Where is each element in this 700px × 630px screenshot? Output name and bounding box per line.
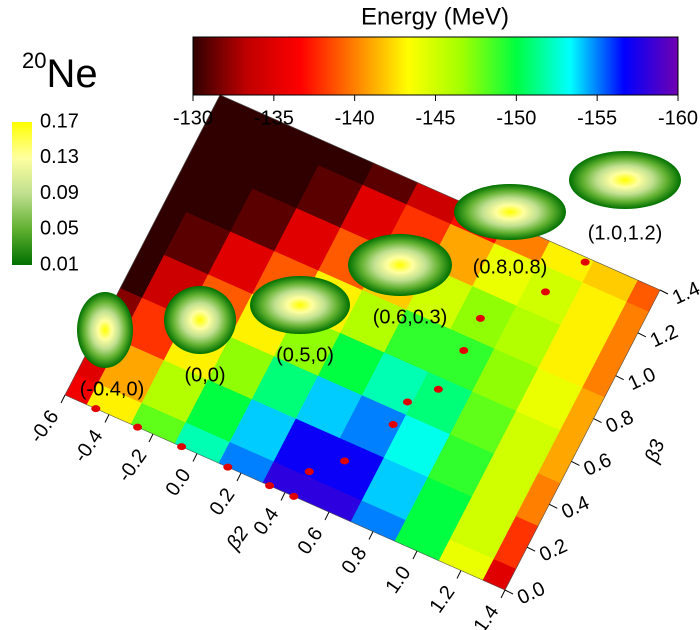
colorbar-tick-label: -140 [335,107,375,129]
shape-label: (0.5,0) [276,344,334,366]
path-point [265,482,274,489]
path-point [305,468,314,475]
shape-label: (1.0,1.2) [588,222,662,244]
x-tick-label: -0.2 [114,445,152,486]
x-tick [193,454,197,462]
density-shape [164,286,236,354]
y-tick [571,461,579,465]
y-tick-label: 0.8 [603,406,638,438]
x-tick-label: 0.8 [337,543,371,578]
y-tick-label: 1.0 [625,363,660,395]
colorbar-tick-label: -150 [496,107,536,129]
colorbar-tick-label: 0.05 [40,218,79,240]
colorbar-tick-label: -160 [658,107,698,129]
colorbar-tick-label: -135 [254,107,294,129]
y-axis-label: β3 [641,437,670,467]
y-tick-label: 0.6 [580,449,615,481]
density-shape [454,184,566,240]
y-tick [505,590,513,594]
chart: Energy (MeV) 20Ne -0.6-0.4-0.2 0.0 0.2 0.4 0… [0,0,700,630]
shape-label: (0.8,0.8) [473,256,547,278]
y-tick [616,376,624,380]
colorbar-tick-label: 0.13 [40,146,79,168]
path-point [177,443,186,450]
path-point [581,259,590,266]
energy-colorbar [193,37,678,95]
y-tick-label: 0.4 [558,492,593,524]
density-shape [77,292,133,368]
x-tick [237,473,241,481]
x-tick-label: -0.4 [70,426,108,467]
x-tick-label: 0.4 [249,504,283,539]
path-point [133,424,142,431]
colorbar-tick-label: 0.09 [40,182,79,204]
x-tick-label: 0.6 [293,523,327,558]
x-tick [369,532,373,540]
y-tick [660,290,668,294]
path-point [434,386,443,393]
x-axis-label: β2 [222,523,254,555]
density-shape [348,234,452,296]
x-tick [501,590,505,598]
y-tick [594,419,602,423]
x-tick [61,395,65,403]
colorbar-tick-label: 0.01 [40,253,79,275]
path-point [459,347,468,354]
x-tick [413,551,417,559]
x-tick-label: 0.0 [161,465,195,500]
element-symbol: Ne [46,52,97,96]
x-tick-label: -0.6 [26,406,64,447]
y-tick-label: 0.0 [514,578,549,610]
density-shape [250,276,350,334]
x-tick-label: 1.4 [469,601,503,630]
y-tick-label: 0.2 [536,535,571,567]
x-tick-label: 0.2 [205,484,239,519]
y-tick [527,547,535,551]
y-tick [549,504,557,508]
colorbar-tick-label: -155 [577,107,617,129]
shape-label: (-0.4,0) [80,378,144,400]
x-tick [105,415,109,423]
y-tick-label: 1.4 [669,278,700,310]
x-tick-label: 1.2 [425,582,459,617]
x-tick [457,571,461,579]
colorbar-tick-label: -145 [415,107,455,129]
path-point [541,288,550,295]
path-point [389,421,398,428]
shape-label: (0.6,0.3) [373,306,447,328]
path-point [340,457,349,464]
mass-number: 20 [22,48,46,73]
path-point [91,405,100,412]
energy-colorbar-label: Energy (MeV) [361,3,509,30]
y-tick [638,333,646,337]
x-tick [281,493,285,501]
nucleus-label: 20Ne [22,48,98,96]
path-point [223,464,232,471]
path-point [403,398,412,405]
shape-label: (0,0) [184,364,225,386]
colorbar-tick-label: -130 [173,107,213,129]
x-tick-label: 1.0 [381,562,415,597]
path-point [289,493,298,500]
x-tick [149,434,153,442]
x-tick [325,512,329,520]
colorbar-tick-label: 0.17 [40,110,79,132]
path-point [476,315,485,322]
y-tick-label: 1.2 [647,320,682,352]
density-shape [569,151,681,209]
